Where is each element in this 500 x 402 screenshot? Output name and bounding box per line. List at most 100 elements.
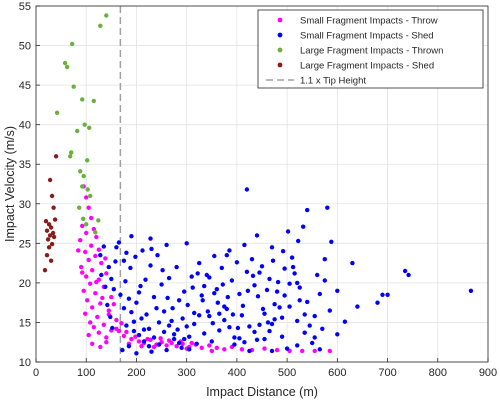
x-axis-label: Impact Distance (m) [206,385,318,399]
data-point [257,270,262,275]
data-point [80,184,85,189]
data-point [219,265,224,271]
data-point [109,294,114,300]
data-point [87,125,92,130]
data-point [108,314,113,320]
data-point [335,288,340,293]
data-point [120,347,125,353]
data-point [297,298,302,303]
data-point [307,323,312,328]
data-point [43,219,49,224]
x-tick-label: 700 [378,367,396,379]
legend: Small Fragment Impacts - Throw Small Frag… [257,9,484,89]
data-point [149,246,154,252]
data-point [185,302,190,308]
y-tick-label: 15 [19,317,31,329]
data-point [254,337,260,342]
data-point [187,334,192,339]
data-point [47,233,53,238]
y-tick-label: 25 [19,238,31,250]
data-point [207,275,212,280]
data-point [111,302,117,307]
data-point [280,249,286,254]
data-point [209,339,214,344]
data-point [143,277,148,282]
data-point [468,288,474,293]
data-point [68,154,73,159]
data-point [317,291,322,297]
x-tick-label: 100 [77,367,95,379]
data-point [176,340,182,346]
data-point [93,291,98,296]
data-point [140,248,145,253]
data-point [121,258,127,263]
data-point [302,312,307,317]
data-point [49,241,55,247]
data-point [48,258,54,263]
data-point [78,169,83,174]
data-point [84,230,89,236]
data-point [195,271,200,276]
data-point [139,316,144,321]
data-point [88,193,93,199]
data-point [220,282,225,287]
legend-label: Large Fragment Impacts - Shed [300,61,434,72]
y-tick-label: 20 [19,278,31,290]
data-point [80,270,85,275]
data-point [104,271,109,276]
data-point [109,276,114,282]
data-point [317,347,322,352]
data-point [116,328,122,334]
data-point [78,238,83,243]
data-point [222,347,227,352]
data-point [116,240,122,245]
data-point [192,310,197,316]
data-point [282,293,287,298]
x-tick-label: 0 [33,367,39,379]
data-point [301,224,306,229]
legend-label: Small Fragment Impacts - Shed [300,31,434,42]
data-point [262,346,267,351]
data-point [103,284,108,289]
data-point [207,343,212,348]
data-point [86,332,91,338]
legend-marker [277,62,283,68]
data-point [275,279,281,285]
data-point [114,245,119,250]
data-point [141,327,147,332]
data-point [207,313,212,319]
data-point [234,260,240,265]
data-point [327,348,332,354]
data-point [46,245,52,250]
data-point [237,336,242,341]
data-point [99,272,104,278]
data-point [114,317,119,323]
data-point [217,328,222,333]
data-point [305,207,310,213]
data-point [189,274,194,279]
data-point [297,285,302,290]
data-point [86,257,91,263]
legend-marker [277,47,283,53]
data-point [285,229,291,234]
data-point [160,268,165,273]
data-point [194,341,199,346]
x-tick-label: 900 [479,367,497,379]
data-point [312,313,317,319]
y-tick-label: 30 [19,199,31,211]
data-point [106,308,112,313]
data-point [239,313,245,318]
data-point [64,64,70,70]
data-point [272,317,277,322]
data-point [155,253,160,258]
data-point [98,253,103,258]
legend-label: Small Fragment Impacts - Throw [300,16,438,27]
legend-marker [277,17,283,23]
data-point [245,288,251,293]
data-point [239,347,245,352]
data-point [86,205,91,210]
data-point [93,230,98,235]
data-point [81,216,86,221]
data-point [156,320,162,325]
data-point [224,253,229,258]
